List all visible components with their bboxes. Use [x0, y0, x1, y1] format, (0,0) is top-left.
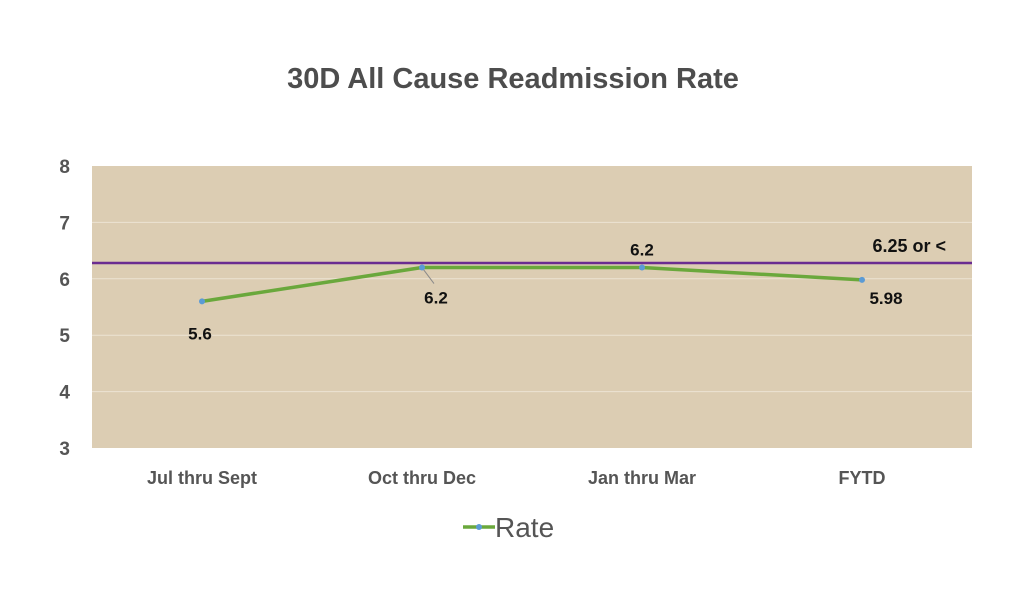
data-label: 6.2	[630, 241, 654, 260]
legend-label: Rate	[495, 512, 554, 543]
y-axis-ticks: 3 4 5 6 7 8	[59, 157, 70, 460]
x-tick-label: FYTD	[839, 468, 886, 488]
legend-swatch-marker	[476, 524, 482, 530]
y-tick-label: 3	[59, 439, 70, 460]
data-point	[859, 276, 865, 283]
series-group	[199, 264, 865, 305]
data-point	[639, 264, 645, 271]
y-tick-label: 4	[59, 383, 70, 404]
legend: Rate	[463, 512, 554, 543]
x-axis-ticks: Jul thru Sept Oct thru Dec Jan thru Mar FYT…	[147, 468, 886, 488]
y-tick-label: 6	[59, 270, 70, 291]
gridlines	[92, 221, 972, 393]
x-tick-label: Jan thru Mar	[588, 468, 696, 488]
data-label: 5.98	[869, 289, 902, 308]
data-labels: 5.6 6.2 6.2 5.98	[188, 241, 902, 344]
series-line-rate	[201, 265, 863, 304]
x-tick-label: Jul thru Sept	[147, 468, 257, 488]
chart-title: 30D All Cause Readmission Rate	[287, 63, 739, 95]
y-tick-label: 8	[59, 157, 70, 178]
target-line-group: 6.25 or <	[92, 236, 972, 265]
data-label-leader	[421, 267, 435, 284]
target-label: 6.25 or <	[872, 236, 946, 256]
data-point	[419, 264, 425, 271]
x-tick-label: Oct thru Dec	[368, 468, 476, 488]
plot-area	[92, 166, 972, 448]
data-label: 5.6	[188, 324, 212, 343]
y-tick-label: 5	[59, 326, 70, 347]
y-tick-label: 7	[59, 213, 70, 234]
data-label: 6.2	[424, 289, 448, 308]
data-point	[199, 298, 205, 305]
